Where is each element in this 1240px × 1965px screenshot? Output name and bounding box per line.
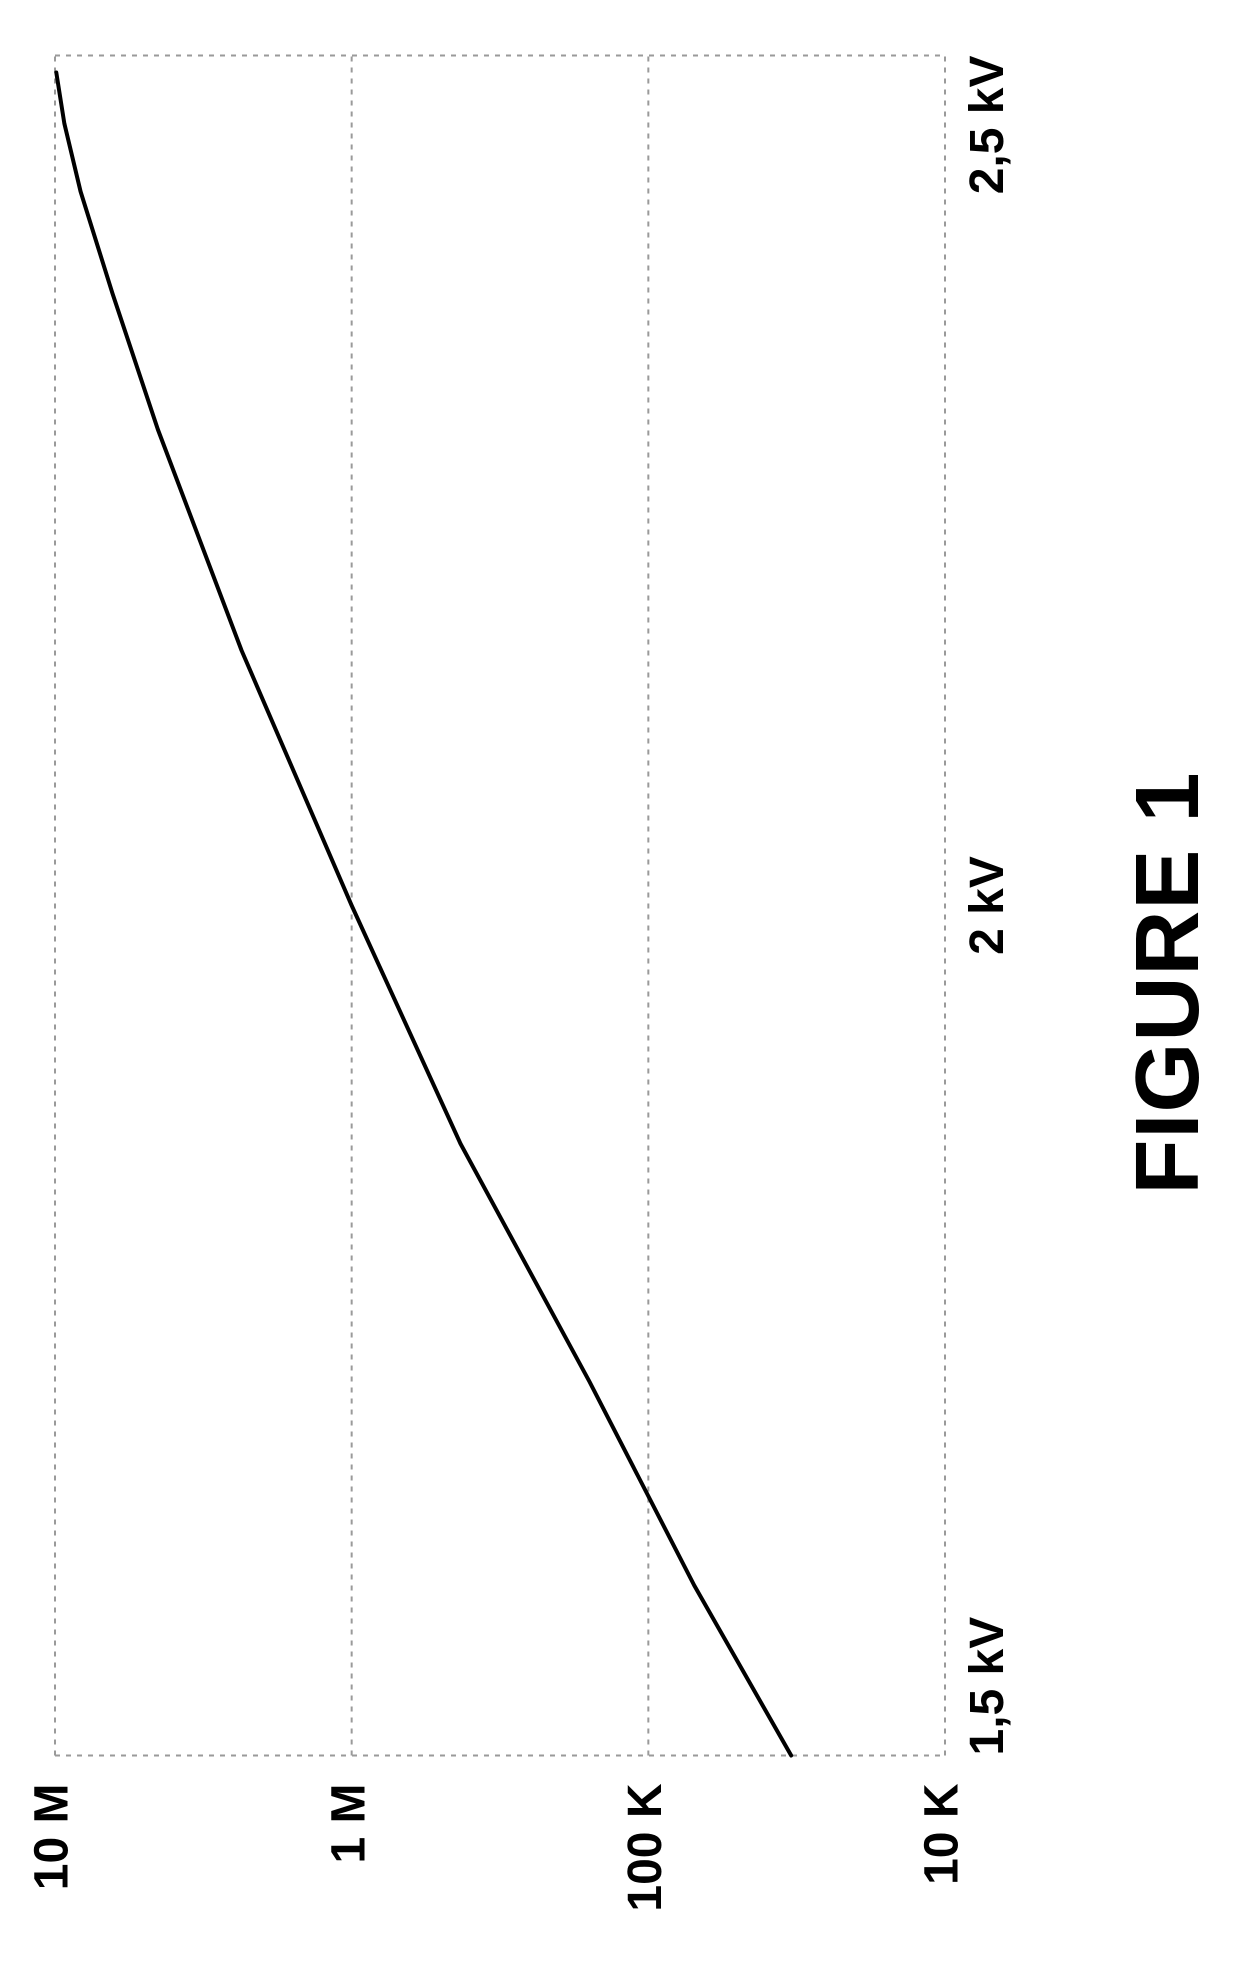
chart-container: 10 K100 K1 M10 M1,5 kV2 kV2,5 kV bbox=[55, 55, 945, 1755]
y-tick-label: 100 K bbox=[619, 1783, 672, 1911]
page: 10 K100 K1 M10 M1,5 kV2 kV2,5 kV FIGURE … bbox=[0, 0, 1240, 1965]
x-tick-label: 2,5 kV bbox=[961, 55, 1014, 194]
data-series bbox=[56, 72, 791, 1755]
x-tick-label: 2 kV bbox=[961, 856, 1014, 955]
x-tick-label: 1,5 kV bbox=[961, 1616, 1014, 1755]
y-tick-label: 10 K bbox=[916, 1783, 969, 1885]
y-tick-label: 1 M bbox=[322, 1783, 375, 1863]
rotated-stage: 10 K100 K1 M10 M1,5 kV2 kV2,5 kV FIGURE … bbox=[0, 0, 1240, 1965]
chart-svg: 10 K100 K1 M10 M1,5 kV2 kV2,5 kV bbox=[55, 55, 945, 1755]
y-tick-label: 10 M bbox=[26, 1783, 79, 1890]
figure-caption: FIGURE 1 bbox=[1117, 0, 1220, 1965]
